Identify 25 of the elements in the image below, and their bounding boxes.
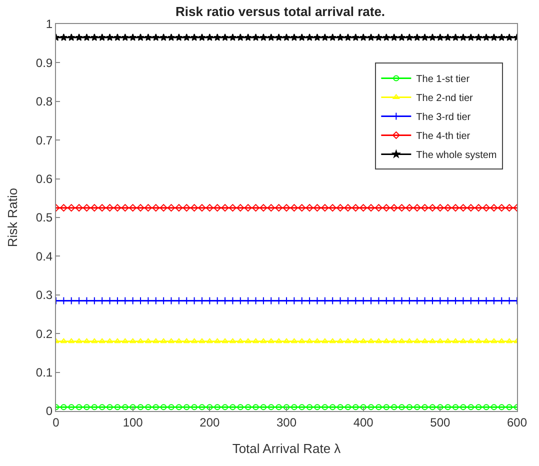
legend-label: The whole system [416,150,497,162]
y-tick-label: 1 [46,17,53,32]
y-tick-label: 0.6 [36,172,53,186]
x-tick-label: 100 [122,415,144,430]
x-axis-title: Total Arrival Rate λ [232,441,342,456]
legend-label: The 2-nd tier [416,93,474,104]
x-tick-label: 600 [506,415,528,430]
chart-title: Risk ratio versus total arrival rate. [176,4,386,20]
y-tick-label: 0 [46,404,53,418]
y-tick-label: 0.2 [36,326,53,341]
x-tick-label: 500 [430,415,450,430]
x-tick-label: 200 [200,415,220,430]
legend-label: The 1-st tier [416,74,470,86]
legend-label: The 3-rd tier [416,112,472,124]
y-tick-label: 0.8 [36,94,53,109]
y-tick-label: 0.7 [36,133,53,148]
y-tick-label: 0.5 [36,210,53,225]
y-tick-label: 0.1 [36,366,53,380]
legend-label: The 4-th tier [416,131,471,142]
x-tick-label: 300 [276,415,297,430]
y-tick-label: 0.9 [36,56,53,70]
y-tick-label: 0.4 [36,249,53,264]
y-tick-label: 0.3 [36,288,53,302]
x-tick-label: 400 [353,415,374,430]
y-axis-title: Risk Ratio [4,188,20,248]
